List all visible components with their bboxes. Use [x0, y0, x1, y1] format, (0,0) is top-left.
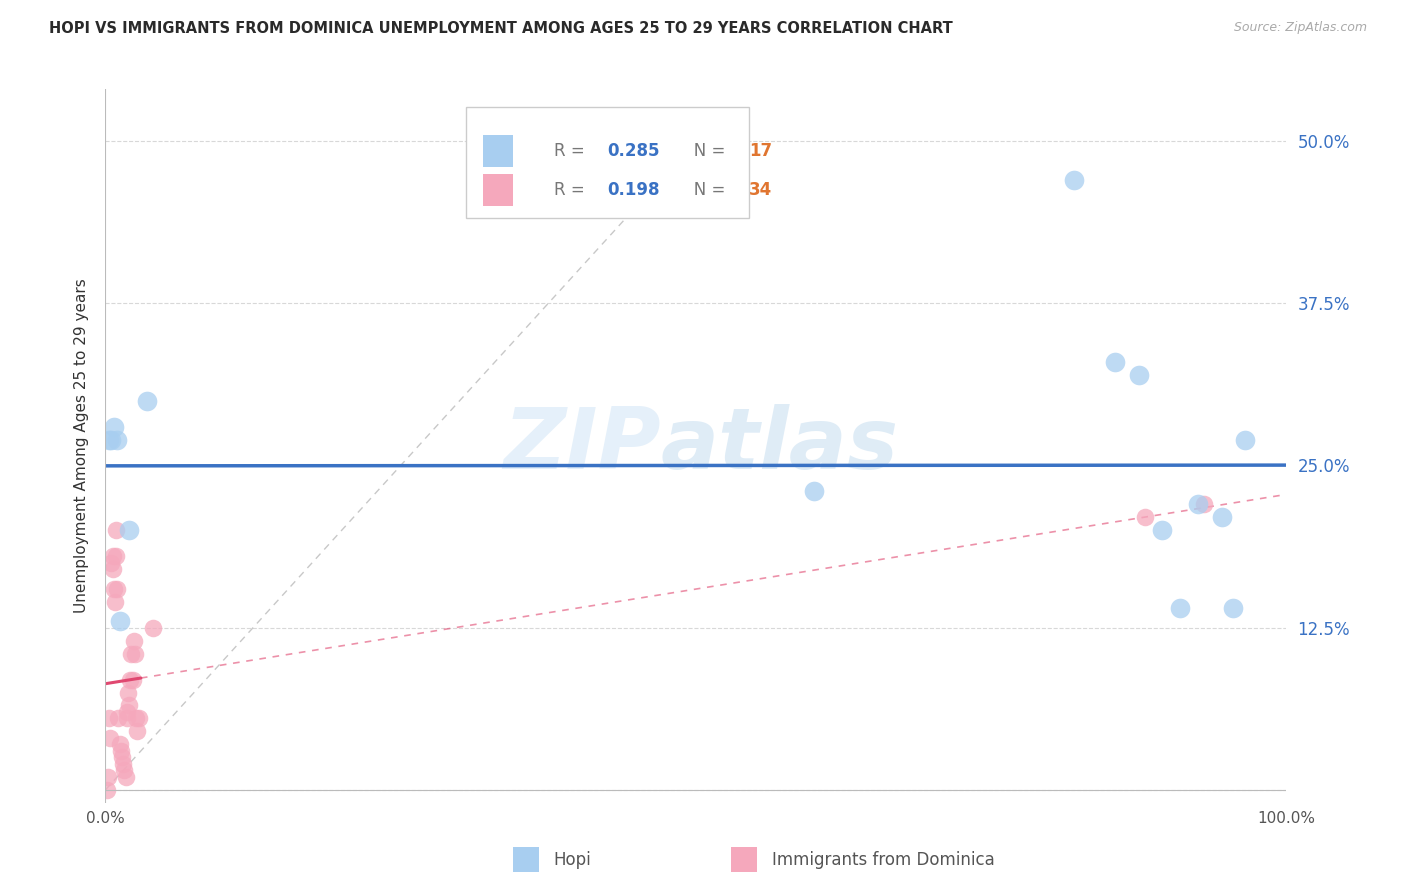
Text: Hopi: Hopi — [553, 851, 591, 869]
Point — [1222, 601, 1244, 615]
Point — [114, 770, 136, 784]
Bar — [731, 847, 758, 872]
FancyBboxPatch shape — [465, 107, 749, 218]
Text: 17: 17 — [749, 143, 772, 161]
Point — [124, 647, 146, 661]
Text: 34: 34 — [749, 181, 772, 199]
Text: atlas: atlas — [661, 404, 898, 488]
Text: HOPI VS IMMIGRANTS FROM DOMINICA UNEMPLOYMENT AMONG AGES 25 TO 29 YEARS CORRELAT: HOPI VS IMMIGRANTS FROM DOMINICA UNEMPLO… — [49, 21, 953, 37]
Point — [111, 750, 134, 764]
Point — [96, 782, 118, 797]
Point — [105, 433, 128, 447]
Text: N =: N = — [678, 143, 731, 161]
Point — [110, 744, 132, 758]
Point — [1104, 354, 1126, 368]
Bar — [484, 174, 513, 206]
Point — [105, 524, 128, 538]
Point — [98, 433, 121, 447]
Point — [1192, 497, 1215, 511]
Text: ZIP: ZIP — [503, 404, 661, 488]
Point — [135, 393, 157, 408]
Point — [125, 711, 148, 725]
Text: 0.285: 0.285 — [607, 143, 659, 161]
Point — [120, 673, 142, 687]
Point — [105, 549, 128, 564]
Point — [100, 433, 122, 447]
Point — [97, 770, 120, 784]
Point — [103, 582, 125, 596]
Text: Immigrants from Dominica: Immigrants from Dominica — [772, 851, 994, 869]
Text: R =: R = — [554, 181, 591, 199]
Point — [115, 711, 138, 725]
Point — [1168, 601, 1191, 615]
Point — [100, 556, 122, 570]
Point — [98, 731, 121, 745]
Point — [1187, 497, 1209, 511]
Point — [103, 419, 125, 434]
Point — [117, 685, 139, 699]
Point — [104, 595, 127, 609]
Point — [108, 738, 131, 752]
Point — [101, 549, 124, 564]
Point — [122, 633, 145, 648]
Text: R =: R = — [554, 143, 591, 161]
Point — [1234, 433, 1257, 447]
Text: N =: N = — [678, 181, 731, 199]
Point — [120, 647, 142, 661]
Point — [101, 562, 124, 576]
Point — [1211, 510, 1233, 524]
Point — [98, 711, 121, 725]
Point — [107, 711, 129, 725]
Y-axis label: Unemployment Among Ages 25 to 29 years: Unemployment Among Ages 25 to 29 years — [75, 278, 90, 614]
Point — [112, 756, 135, 771]
Point — [1063, 173, 1085, 187]
Point — [115, 705, 138, 719]
Point — [1133, 510, 1156, 524]
Point — [118, 698, 141, 713]
Point — [803, 484, 825, 499]
Point — [1128, 368, 1150, 382]
Point — [112, 764, 135, 778]
Bar — [484, 136, 513, 168]
Point — [121, 673, 143, 687]
Point — [127, 724, 149, 739]
Point — [108, 614, 131, 628]
Text: Source: ZipAtlas.com: Source: ZipAtlas.com — [1233, 21, 1367, 35]
Point — [1152, 524, 1174, 538]
Point — [118, 524, 141, 538]
Text: 0.198: 0.198 — [607, 181, 659, 199]
Point — [128, 711, 150, 725]
Point — [105, 582, 128, 596]
Point — [142, 621, 165, 635]
Bar — [513, 847, 538, 872]
